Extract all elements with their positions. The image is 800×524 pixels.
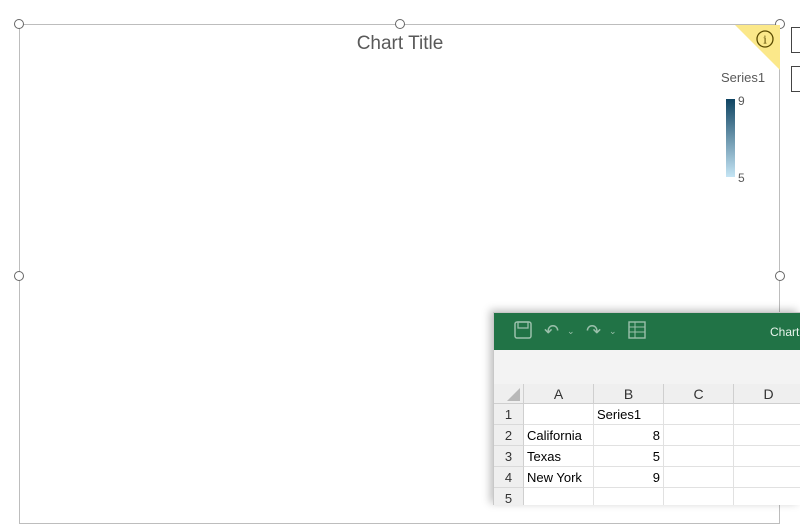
- svg-text:i: i: [763, 34, 767, 47]
- column-header-b[interactable]: B: [594, 384, 664, 404]
- legend-min-label: 5: [738, 171, 745, 185]
- resize-handle-top-center[interactable]: [395, 19, 405, 29]
- excel-data-window[interactable]: ↶ ⌄ ↷ ⌄ Chart A B C D 1 Series1 2 Califo…: [493, 312, 800, 505]
- cell-b1[interactable]: Series1: [594, 404, 664, 425]
- cell-c3[interactable]: [664, 446, 734, 467]
- save-icon[interactable]: [514, 321, 532, 343]
- window-title: Chart: [770, 325, 800, 339]
- cell-d4[interactable]: [734, 467, 800, 488]
- cell-a3[interactable]: Texas: [524, 446, 594, 467]
- cell-d2[interactable]: [734, 425, 800, 446]
- cell-d5[interactable]: [734, 488, 800, 505]
- chart-styles-button[interactable]: [791, 66, 800, 92]
- row-header[interactable]: 5: [494, 488, 524, 505]
- resize-handle-mid-left[interactable]: [14, 271, 24, 281]
- column-header-d[interactable]: D: [734, 384, 800, 404]
- table-icon[interactable]: [628, 321, 646, 343]
- cell-a1[interactable]: [524, 404, 594, 425]
- cell-d3[interactable]: [734, 446, 800, 467]
- row-header[interactable]: 3: [494, 446, 524, 467]
- excel-title-bar: ↶ ⌄ ↷ ⌄ Chart: [494, 313, 800, 350]
- cell-c2[interactable]: [664, 425, 734, 446]
- chart-title[interactable]: Chart Title: [356, 33, 444, 54]
- legend-title: Series1: [721, 70, 766, 85]
- column-header-c[interactable]: C: [664, 384, 734, 404]
- cell-c5[interactable]: [664, 488, 734, 505]
- cell-b2[interactable]: 8: [594, 425, 664, 446]
- cell-a2[interactable]: California: [524, 425, 594, 446]
- select-all-corner[interactable]: [494, 384, 524, 404]
- legend-color-scale: [726, 99, 735, 177]
- formula-bar[interactable]: [494, 350, 800, 385]
- undo-icon[interactable]: ↶: [544, 321, 560, 341]
- resize-handle-top-right[interactable]: [775, 19, 785, 29]
- column-header-a[interactable]: A: [524, 384, 594, 404]
- undo-dropdown-icon[interactable]: ⌄: [567, 326, 575, 336]
- cell-b5[interactable]: [594, 488, 664, 505]
- cell-c1[interactable]: [664, 404, 734, 425]
- row-header[interactable]: 4: [494, 467, 524, 488]
- cell-a4[interactable]: New York: [524, 467, 594, 488]
- cell-a5[interactable]: [524, 488, 594, 505]
- row-header[interactable]: 2: [494, 425, 524, 446]
- chart-elements-button[interactable]: [791, 27, 800, 53]
- legend-max-label: 9: [738, 94, 745, 108]
- cell-c4[interactable]: [664, 467, 734, 488]
- redo-icon[interactable]: ↷: [586, 321, 602, 341]
- cell-d1[interactable]: [734, 404, 800, 425]
- row-header[interactable]: 1: [494, 404, 524, 425]
- resize-handle-top-left[interactable]: [14, 19, 24, 29]
- info-icon[interactable]: i: [735, 25, 780, 70]
- cell-b4[interactable]: 9: [594, 467, 664, 488]
- resize-handle-mid-right[interactable]: [775, 271, 785, 281]
- redo-dropdown-icon[interactable]: ⌄: [609, 326, 617, 336]
- cell-b3[interactable]: 5: [594, 446, 664, 467]
